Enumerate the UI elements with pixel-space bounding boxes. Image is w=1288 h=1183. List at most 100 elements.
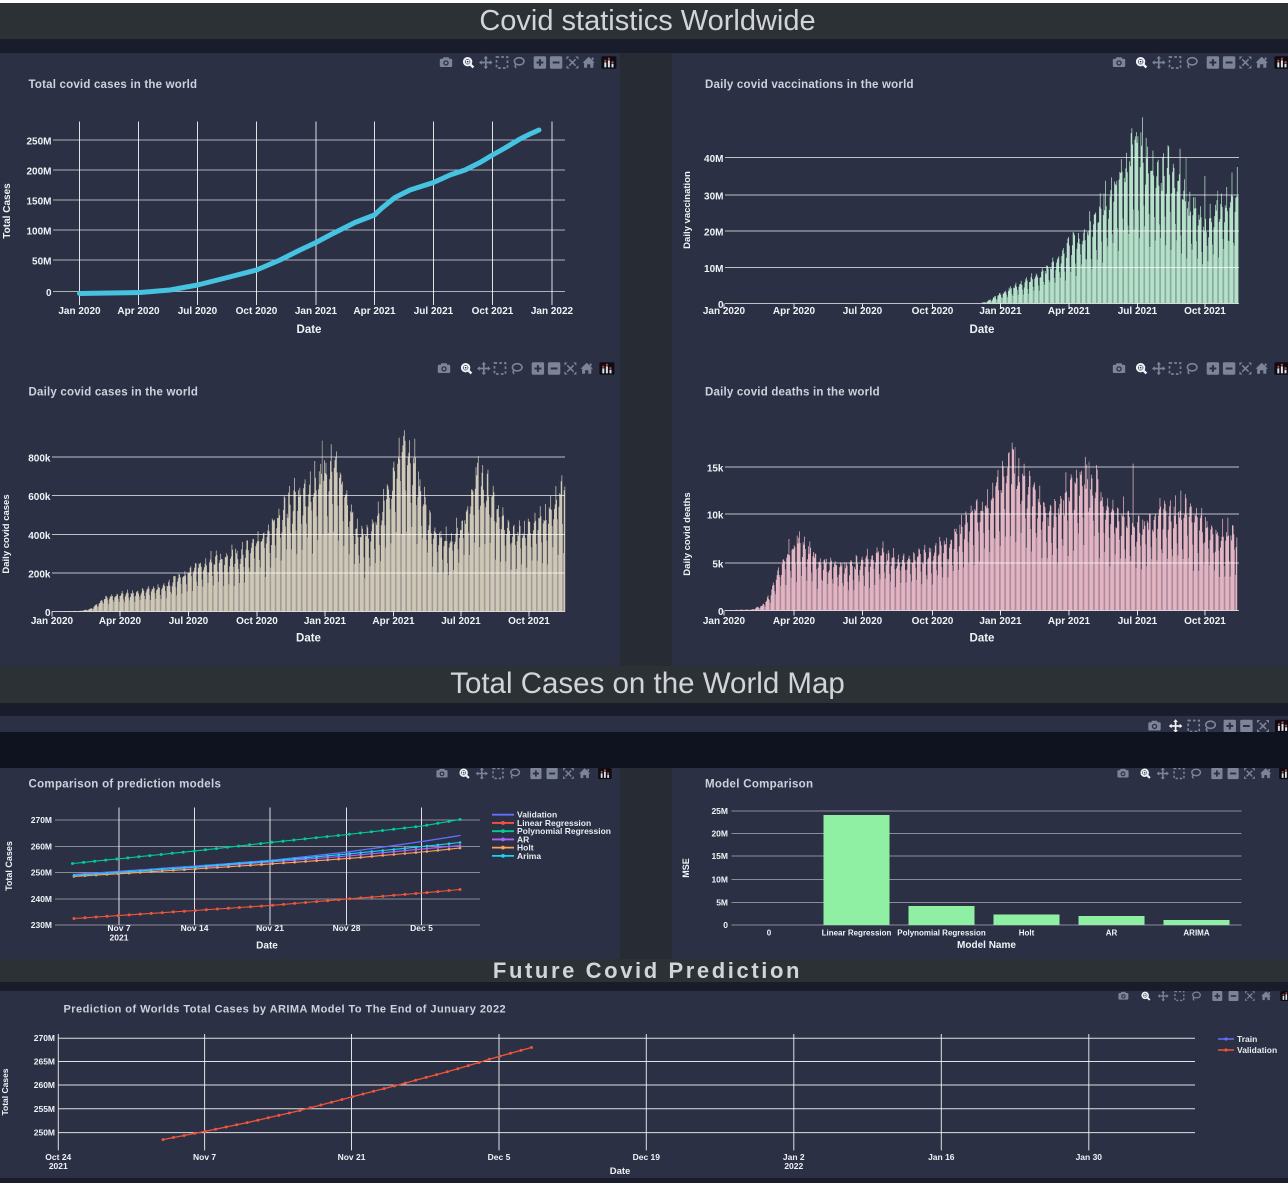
- svg-text:10M: 10M: [704, 264, 723, 275]
- svg-text:Daily covid deaths in the worl: Daily covid deaths in the world: [705, 386, 880, 398]
- svg-text:Oct 2020: Oct 2020: [912, 616, 954, 627]
- svg-text:400k: 400k: [28, 531, 51, 542]
- svg-text:Jan 2020: Jan 2020: [703, 306, 746, 317]
- svg-text:Date: Date: [296, 632, 321, 644]
- svg-text:Arima: Arima: [517, 851, 541, 861]
- svg-text:Oct 2021: Oct 2021: [472, 306, 514, 317]
- svg-text:Train: Train: [1237, 1034, 1257, 1044]
- svg-text:Date: Date: [610, 1166, 631, 1177]
- svg-text:255M: 255M: [34, 1104, 55, 1114]
- svg-text:40M: 40M: [704, 154, 723, 165]
- svg-text:Oct 24: Oct 24: [45, 1152, 71, 1162]
- svg-text:Jul 2021: Jul 2021: [1118, 616, 1158, 627]
- svg-text:Apr 2020: Apr 2020: [99, 616, 142, 627]
- svg-text:2021: 2021: [110, 933, 129, 943]
- svg-text:25M: 25M: [711, 806, 728, 816]
- svg-text:5k: 5k: [712, 559, 724, 570]
- svg-text:15k: 15k: [707, 463, 724, 474]
- svg-text:Jul 2021: Jul 2021: [441, 616, 481, 627]
- svg-text:265M: 265M: [34, 1057, 55, 1067]
- svg-text:2021: 2021: [49, 1161, 68, 1171]
- svg-text:Nov 7: Nov 7: [193, 1152, 216, 1162]
- svg-text:800k: 800k: [28, 453, 51, 464]
- svg-text:Jan 2022: Jan 2022: [531, 306, 574, 317]
- svg-text:Polynomial Regression: Polynomial Regression: [897, 929, 986, 938]
- svg-text:2022: 2022: [784, 1161, 803, 1171]
- svg-text:Validation: Validation: [517, 810, 557, 820]
- svg-text:Linear Regression: Linear Regression: [517, 818, 591, 828]
- svg-text:Validation: Validation: [1237, 1045, 1277, 1055]
- svg-text:Jan 2: Jan 2: [783, 1152, 805, 1162]
- svg-text:Apr 2020: Apr 2020: [117, 306, 160, 317]
- svg-text:Prediction of Worlds Total Cas: Prediction of Worlds Total Cases by ARIM…: [64, 1004, 507, 1016]
- svg-text:Model Name: Model Name: [957, 940, 1016, 951]
- svg-text:Jan 2020: Jan 2020: [58, 306, 101, 317]
- svg-text:Oct 2020: Oct 2020: [912, 306, 954, 317]
- svg-text:150M: 150M: [26, 197, 51, 208]
- svg-text:AR: AR: [517, 834, 529, 844]
- svg-text:270M: 270M: [31, 815, 52, 825]
- svg-text:230M: 230M: [31, 920, 52, 930]
- svg-text:100M: 100M: [26, 227, 51, 238]
- svg-text:600k: 600k: [28, 492, 51, 503]
- svg-text:Model Comparison: Model Comparison: [705, 779, 813, 791]
- svg-text:Jan 2021: Jan 2021: [979, 306, 1022, 317]
- svg-text:Oct 2020: Oct 2020: [236, 306, 278, 317]
- svg-text:Linear Regression: Linear Regression: [822, 929, 892, 938]
- svg-text:15M: 15M: [711, 851, 728, 861]
- svg-text:10k: 10k: [707, 510, 724, 521]
- svg-text:Apr 2021: Apr 2021: [372, 616, 415, 627]
- svg-text:Polynomial Regression: Polynomial Regression: [517, 826, 611, 836]
- svg-text:Nov 21: Nov 21: [256, 923, 284, 933]
- svg-text:Jan 16: Jan 16: [928, 1152, 955, 1162]
- svg-text:Total Cases: Total Cases: [4, 841, 14, 891]
- svg-text:50M: 50M: [32, 257, 51, 268]
- svg-text:Jul 2020: Jul 2020: [169, 616, 209, 627]
- svg-text:Jul 2020: Jul 2020: [843, 616, 883, 627]
- svg-text:20M: 20M: [704, 228, 723, 239]
- svg-text:250M: 250M: [26, 137, 51, 148]
- svg-text:Date: Date: [256, 941, 278, 952]
- svg-text:Holt: Holt: [1019, 929, 1035, 938]
- svg-text:0: 0: [45, 608, 51, 619]
- svg-text:Jul 2020: Jul 2020: [178, 306, 218, 317]
- svg-text:Jan 2020: Jan 2020: [31, 616, 74, 627]
- svg-text:Daily covid vaccinations in th: Daily covid vaccinations in the world: [705, 79, 914, 91]
- svg-text:0: 0: [723, 920, 728, 930]
- svg-text:Oct 2021: Oct 2021: [1184, 306, 1226, 317]
- svg-text:Dec 19: Dec 19: [633, 1152, 661, 1162]
- svg-text:Nov 21: Nov 21: [338, 1152, 366, 1162]
- svg-text:Jul 2020: Jul 2020: [843, 306, 883, 317]
- svg-text:Oct 2021: Oct 2021: [508, 616, 550, 627]
- svg-text:Apr 2021: Apr 2021: [1048, 306, 1091, 317]
- svg-text:Jan 2021: Jan 2021: [295, 306, 338, 317]
- svg-text:5M: 5M: [716, 898, 728, 908]
- svg-text:Nov 14: Nov 14: [181, 923, 209, 933]
- svg-text:30M: 30M: [704, 192, 723, 203]
- svg-text:Apr 2021: Apr 2021: [353, 306, 396, 317]
- svg-text:ARIMA: ARIMA: [1183, 929, 1209, 938]
- svg-text:Jul 2021: Jul 2021: [414, 306, 454, 317]
- svg-text:20M: 20M: [711, 829, 728, 839]
- svg-text:0: 0: [718, 607, 724, 618]
- svg-text:10M: 10M: [711, 875, 728, 885]
- svg-text:270M: 270M: [34, 1033, 55, 1043]
- svg-text:Jan 30: Jan 30: [1076, 1152, 1103, 1162]
- svg-text:Nov 7: Nov 7: [107, 923, 130, 933]
- svg-text:Jan 2021: Jan 2021: [304, 616, 347, 627]
- svg-text:Dec 5: Dec 5: [410, 923, 433, 933]
- svg-text:Daily vaccination: Daily vaccination: [682, 171, 693, 249]
- svg-text:200M: 200M: [26, 167, 51, 178]
- svg-text:Total covid cases in the world: Total covid cases in the world: [29, 79, 198, 91]
- svg-text:Jan 2021: Jan 2021: [979, 616, 1022, 627]
- svg-text:Oct 2021: Oct 2021: [1184, 616, 1226, 627]
- svg-text:250M: 250M: [31, 868, 52, 878]
- svg-text:Date: Date: [297, 324, 322, 336]
- svg-text:Date: Date: [970, 324, 995, 336]
- svg-text:260M: 260M: [34, 1080, 55, 1090]
- svg-text:AR: AR: [1106, 929, 1118, 938]
- svg-text:Total Cases: Total Cases: [0, 1068, 10, 1115]
- svg-text:Oct 2020: Oct 2020: [236, 616, 278, 627]
- svg-text:Apr 2021: Apr 2021: [1048, 616, 1091, 627]
- svg-text:Daily covid deaths: Daily covid deaths: [682, 492, 693, 575]
